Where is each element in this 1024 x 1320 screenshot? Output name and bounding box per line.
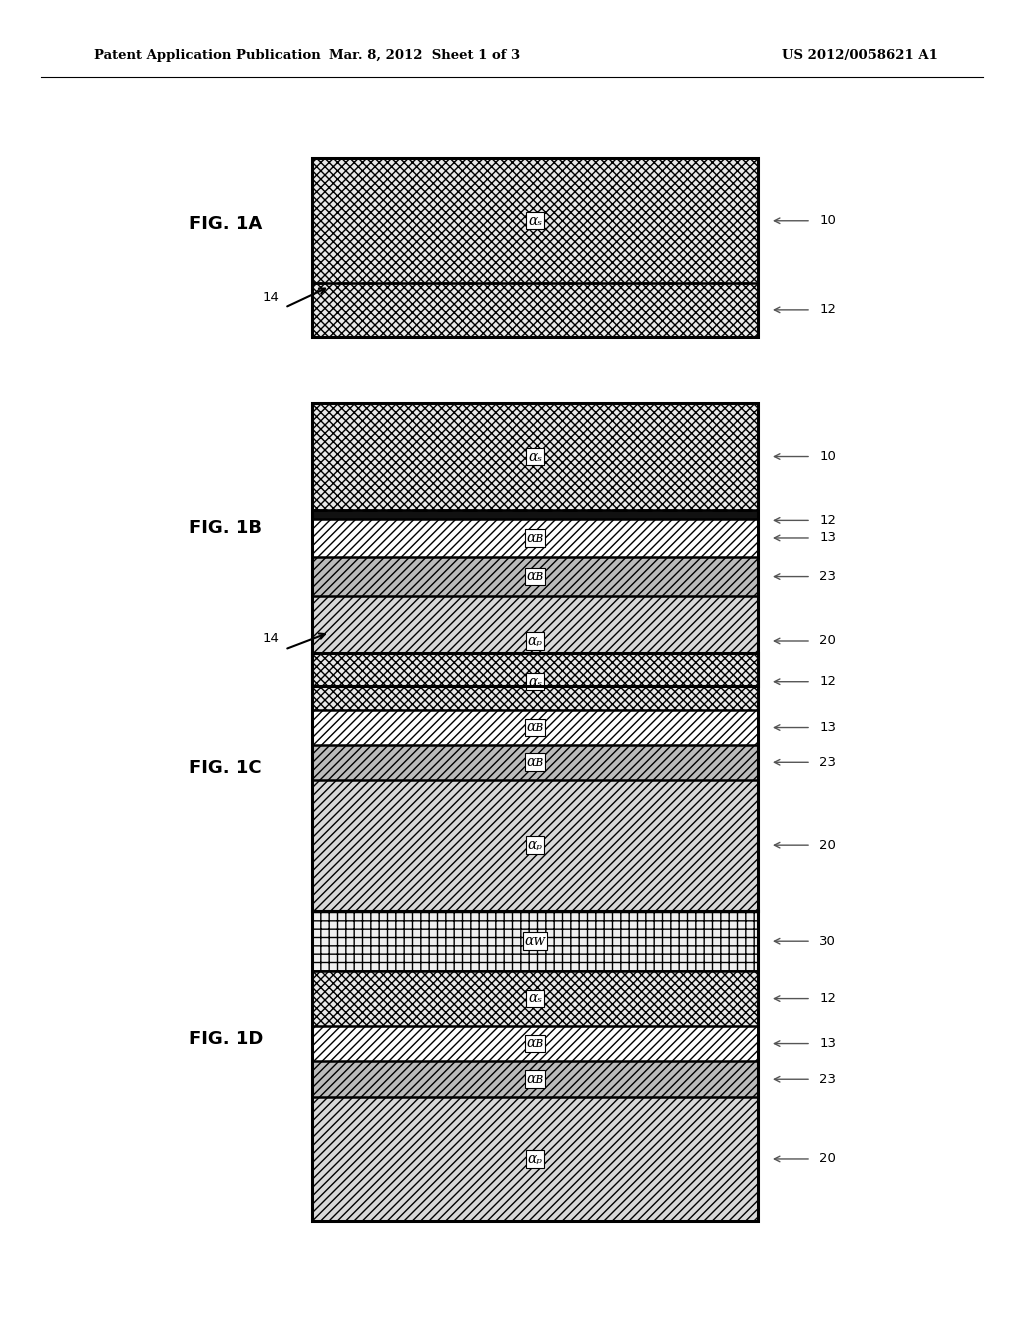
Text: 23: 23 <box>819 1073 837 1086</box>
Text: αₚ: αₚ <box>527 1152 543 1166</box>
Bar <box>312 403 758 511</box>
Text: 12: 12 <box>819 304 837 317</box>
Bar <box>312 511 758 519</box>
Text: 20: 20 <box>819 838 836 851</box>
Text: αʙ: αʙ <box>526 1072 544 1086</box>
Text: 12: 12 <box>819 513 837 527</box>
Text: 12: 12 <box>819 993 837 1005</box>
Text: 20: 20 <box>819 635 836 648</box>
Bar <box>312 158 758 284</box>
Bar <box>312 911 758 1221</box>
Text: 10: 10 <box>819 214 836 227</box>
Text: 13: 13 <box>819 532 837 544</box>
Text: 13: 13 <box>819 1038 837 1051</box>
Text: US 2012/0058621 A1: US 2012/0058621 A1 <box>782 49 938 62</box>
Text: 23: 23 <box>819 756 837 768</box>
Bar <box>312 972 758 1026</box>
Text: αₚ: αₚ <box>527 634 543 648</box>
Text: 30: 30 <box>819 935 836 948</box>
Text: 20: 20 <box>819 1152 836 1166</box>
Text: αᴡ: αᴡ <box>524 935 546 948</box>
Bar <box>312 653 758 710</box>
Text: 14: 14 <box>263 632 280 645</box>
Bar <box>312 403 758 686</box>
Text: αₛ: αₛ <box>528 675 542 689</box>
Text: αʙ: αʙ <box>526 755 544 770</box>
Text: Patent Application Publication: Patent Application Publication <box>94 49 321 62</box>
Bar <box>312 1026 758 1061</box>
Text: αₛ: αₛ <box>528 450 542 463</box>
Bar <box>312 780 758 911</box>
Bar <box>312 744 758 780</box>
Bar <box>312 519 758 557</box>
Bar <box>312 1097 758 1221</box>
Text: αₛ: αₛ <box>528 214 542 228</box>
Bar <box>312 911 758 972</box>
Text: 10: 10 <box>819 450 836 463</box>
Text: FIG. 1B: FIG. 1B <box>189 519 262 537</box>
Text: 12: 12 <box>819 676 837 688</box>
Text: αₚ: αₚ <box>527 838 543 853</box>
Text: FIG. 1A: FIG. 1A <box>189 215 263 234</box>
Text: αʙ: αʙ <box>526 721 544 734</box>
Text: αₛ: αₛ <box>528 991 542 1006</box>
Text: 14: 14 <box>263 290 280 304</box>
Bar <box>312 595 758 686</box>
Text: FIG. 1C: FIG. 1C <box>189 759 262 777</box>
Text: αʙ: αʙ <box>526 531 544 545</box>
Text: 23: 23 <box>819 570 837 583</box>
Bar <box>312 710 758 744</box>
Text: αʙ: αʙ <box>526 1036 544 1051</box>
Text: 13: 13 <box>819 721 837 734</box>
Text: Mar. 8, 2012  Sheet 1 of 3: Mar. 8, 2012 Sheet 1 of 3 <box>330 49 520 62</box>
Text: FIG. 1D: FIG. 1D <box>189 1030 264 1048</box>
Bar <box>312 284 758 337</box>
Bar <box>312 557 758 595</box>
Bar <box>312 158 758 337</box>
Bar <box>312 1061 758 1097</box>
Bar <box>312 653 758 911</box>
Text: αʙ: αʙ <box>526 569 544 583</box>
